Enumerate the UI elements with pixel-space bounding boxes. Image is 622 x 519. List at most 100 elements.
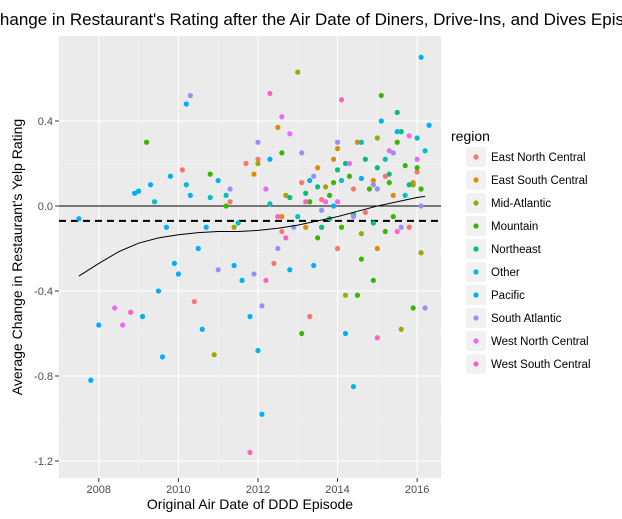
data-point [374, 135, 380, 141]
chart-title: Change in Restaurant's Rating after the … [0, 10, 622, 29]
legend-label: West North Central [491, 336, 589, 348]
data-point [223, 192, 229, 198]
data-point [187, 192, 193, 198]
legend-title: region [451, 128, 490, 144]
data-point [263, 186, 269, 192]
data-point [199, 326, 205, 332]
data-point [346, 160, 353, 167]
data-point [394, 109, 400, 116]
data-point [299, 330, 305, 337]
data-point [382, 173, 388, 179]
x-tick-label: 2012 [246, 484, 270, 496]
legend-item: East North Central [466, 147, 586, 167]
data-point [338, 97, 345, 103]
data-point [358, 256, 365, 262]
data-point [143, 139, 150, 145]
data-point [231, 224, 237, 230]
data-point [163, 224, 170, 230]
y-tick-labels: -1.2 -0.8 -0.4 0.0 0.4 [34, 116, 53, 468]
data-point [231, 262, 237, 269]
data-point [223, 203, 229, 209]
data-point [287, 267, 293, 273]
data-point [195, 245, 201, 252]
data-point [350, 384, 357, 390]
legend-label: East North Central [491, 152, 586, 164]
data-point [295, 69, 301, 75]
data-point [342, 330, 349, 337]
data-point [350, 214, 357, 220]
data-point [315, 184, 321, 190]
data-point [267, 201, 273, 207]
data-point [283, 192, 289, 198]
x-tick-label: 2010 [166, 484, 190, 496]
legend-swatch [473, 154, 479, 160]
data-point [187, 92, 193, 99]
data-point [378, 118, 384, 124]
data-point [311, 262, 317, 269]
x-tick-labels: 2008 2010 2012 2014 2016 [87, 484, 430, 496]
data-point [215, 177, 221, 184]
data-point [279, 228, 285, 235]
data-point [319, 197, 325, 203]
data-point [323, 199, 329, 205]
data-point [139, 313, 146, 320]
data-point [342, 292, 349, 298]
data-points [76, 54, 432, 456]
data-point [330, 156, 337, 162]
data-point [370, 220, 376, 226]
legend-item: South Atlantic [466, 308, 562, 328]
trend-line [78, 195, 426, 277]
data-point [128, 309, 134, 315]
data-point [342, 160, 349, 167]
legend-swatch [473, 246, 479, 252]
data-point [279, 114, 285, 120]
data-point [394, 129, 400, 135]
data-point [307, 313, 313, 320]
data-point [171, 260, 177, 266]
data-point [334, 139, 341, 145]
data-point [307, 199, 313, 205]
data-point [239, 277, 245, 283]
data-point [251, 171, 257, 177]
data-point [151, 199, 158, 205]
data-point [303, 190, 309, 196]
data-point [330, 203, 337, 209]
data-point [414, 135, 420, 141]
data-point [410, 182, 416, 188]
data-point [120, 322, 126, 328]
x-tick-label: 2016 [405, 484, 429, 496]
data-point [390, 214, 396, 220]
data-point [299, 180, 305, 186]
data-point [378, 92, 384, 99]
data-point [227, 199, 233, 205]
data-point [334, 199, 341, 205]
data-point [382, 228, 388, 235]
data-point [319, 224, 325, 230]
data-point [279, 150, 285, 156]
data-point [235, 220, 241, 226]
x-tick-label: 2008 [87, 484, 111, 496]
data-point [334, 167, 341, 173]
data-point [386, 171, 392, 177]
data-point [247, 313, 253, 320]
data-point [207, 171, 213, 177]
x-axis-title: Original Air Date of DDD Episode [147, 496, 353, 512]
data-point [358, 231, 365, 237]
x-tick-label: 2014 [325, 484, 349, 496]
data-point [315, 235, 321, 241]
data-point [96, 322, 102, 328]
data-point [167, 173, 174, 179]
data-point [159, 354, 166, 360]
data-point [398, 129, 404, 135]
data-point [394, 139, 400, 145]
legend-item: West North Central [466, 331, 589, 351]
data-point [255, 347, 261, 354]
legend-item: Other [466, 262, 520, 282]
data-point [386, 148, 392, 154]
data-point [362, 156, 368, 162]
data-point [183, 101, 189, 107]
data-point [354, 139, 361, 145]
data-point [183, 182, 189, 188]
data-point [406, 133, 412, 139]
data-point [354, 292, 361, 298]
